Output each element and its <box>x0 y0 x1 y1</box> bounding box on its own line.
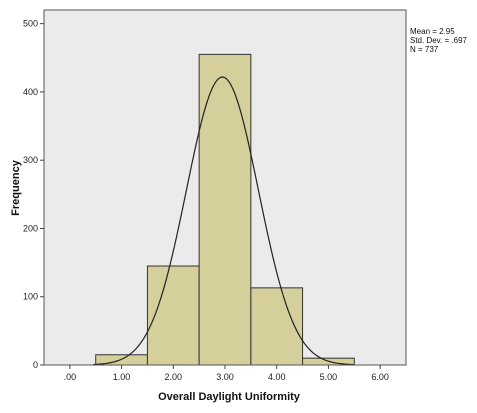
stat-mean: Mean = 2.95 <box>410 27 455 36</box>
y-tick-label: 300 <box>23 155 38 165</box>
stat-std-dev: Std. Dev. = .697 <box>410 36 468 45</box>
normal-curve <box>93 76 355 366</box>
stat-n: N = 737 <box>410 45 439 54</box>
x-tick-label: .00 <box>64 372 77 382</box>
x-axis-title: Overall Daylight Uniformity <box>158 391 301 403</box>
x-tick-label: 1.00 <box>113 372 131 382</box>
histogram-bar-3 <box>198 53 252 366</box>
histogram-bar-2 <box>146 265 200 366</box>
y-tick-label: 400 <box>23 87 38 97</box>
y-tick-label: 500 <box>23 19 38 29</box>
x-tick-label: 6.00 <box>371 372 389 382</box>
y-axis-title: Frequency <box>10 159 22 216</box>
x-tick-label: 3.00 <box>216 372 234 382</box>
y-tick-label: 100 <box>23 292 38 302</box>
x-tick-label: 4.00 <box>268 372 286 382</box>
y-axis: 0 100 200 300 400 500 <box>23 19 44 370</box>
x-tick-label: 5.00 <box>320 372 338 382</box>
stats-box: Mean = 2.95 Std. Dev. = .697 N = 737 <box>410 27 468 54</box>
x-axis: .00 1.00 2.00 3.00 4.00 5.00 6.00 <box>64 365 389 382</box>
y-tick-label: 200 <box>23 223 38 233</box>
x-tick-label: 2.00 <box>165 372 183 382</box>
bars-group <box>95 53 355 366</box>
y-tick-label: 0 <box>33 360 38 370</box>
